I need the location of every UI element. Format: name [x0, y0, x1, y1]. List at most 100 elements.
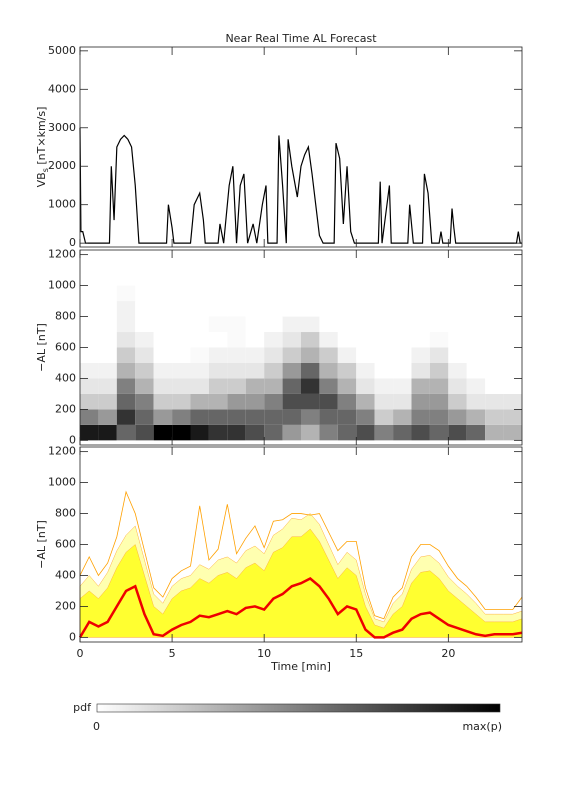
pdf-cell — [301, 301, 320, 317]
pdf-cell — [190, 285, 209, 302]
pdf-cell — [429, 285, 449, 302]
x-tick-label: 10 — [257, 647, 271, 660]
pdf-cell — [80, 332, 99, 348]
pdf-cell — [337, 332, 357, 348]
colorbar-max: max(p) — [462, 720, 502, 733]
pdf-cell — [227, 316, 246, 333]
y-tick-label: 400 — [55, 568, 76, 581]
x-tick-label: 0 — [77, 647, 84, 660]
pdf-cell — [80, 362, 99, 379]
x-tick-label: 15 — [349, 647, 363, 660]
pdf-cell — [98, 285, 117, 302]
pdf-cell — [153, 378, 173, 394]
pdf-cell — [116, 301, 136, 317]
pdf-cell — [356, 378, 375, 394]
pdf-cell — [411, 301, 430, 317]
y-tick-label: 400 — [55, 371, 76, 384]
pdf-cell — [319, 347, 338, 363]
pdf-cell — [227, 424, 246, 441]
pdf-cell — [485, 301, 504, 317]
pdf-cell — [337, 285, 357, 302]
pdf-cell — [448, 409, 467, 425]
pdf-cell — [153, 301, 173, 317]
pdf-cell — [135, 393, 154, 410]
pdf-cell — [356, 393, 375, 410]
pdf-cell — [264, 301, 283, 317]
pdf-cell — [135, 285, 154, 302]
pdf-cell — [116, 285, 136, 302]
pdf-cell — [429, 316, 449, 333]
y-axis-label: −AL [nT] — [35, 520, 48, 569]
pdf-cell — [393, 362, 412, 379]
pdf-cell — [485, 409, 504, 425]
pdf-cell — [485, 332, 504, 348]
y-tick-label: 4000 — [48, 82, 76, 95]
pdf-cell — [98, 424, 117, 441]
pdf-cell — [245, 424, 265, 441]
y-axis-label-part: s — [41, 168, 50, 172]
pdf-cell — [80, 409, 99, 425]
pdf-cell — [282, 409, 301, 425]
pdf-cell — [337, 301, 357, 317]
pdf-cell — [245, 362, 265, 379]
chart-title: Near Real Time AL Forecast — [225, 32, 377, 45]
pdf-cell — [98, 301, 117, 317]
pdf-cell — [245, 409, 265, 425]
colorbar-min: 0 — [93, 720, 100, 733]
pdf-cell — [264, 285, 283, 302]
pdf-cell — [429, 409, 449, 425]
pdf-cell — [429, 347, 449, 363]
pdf-cell — [337, 347, 357, 363]
pdf-cell — [227, 301, 246, 317]
pdf-cell — [319, 378, 338, 394]
y-tick-label: 800 — [55, 310, 76, 323]
pdf-cell — [448, 316, 467, 333]
y-tick-label: 0 — [69, 433, 76, 446]
pdf-cell — [393, 409, 412, 425]
pdf-cell — [374, 393, 394, 410]
series-line — [79, 490, 523, 620]
pdf-cell — [411, 347, 430, 363]
pdf-cell — [466, 424, 486, 441]
y-tick-label: 200 — [55, 599, 76, 612]
pdf-cell — [227, 378, 246, 394]
pdf-cell — [485, 316, 504, 333]
pdf-cell — [503, 362, 522, 379]
y-tick-label: 800 — [55, 507, 76, 520]
pdf-cell — [172, 393, 191, 410]
pdf-cell — [411, 316, 430, 333]
pdf-cell — [116, 362, 136, 379]
pdf-cell — [466, 285, 486, 302]
pdf-cell — [98, 316, 117, 333]
pdf-cell — [264, 316, 283, 333]
pdf-cell — [135, 316, 154, 333]
pdf-cell — [337, 378, 357, 394]
pdf-cell — [153, 332, 173, 348]
y-tick-label: 5000 — [48, 44, 76, 57]
pdf-cell — [448, 378, 467, 394]
pdf-cell — [80, 285, 99, 302]
pdf-cell — [135, 362, 154, 379]
pdf-cell — [135, 378, 154, 394]
pdf-cell — [172, 362, 191, 379]
y-tick-label: 2000 — [48, 159, 76, 172]
pdf-cell — [80, 378, 99, 394]
pdf-cell — [80, 301, 99, 317]
y-tick-label: 3000 — [48, 121, 76, 134]
pdf-cell — [282, 301, 301, 317]
pdf-cell — [172, 409, 191, 425]
pdf-cell — [319, 332, 338, 348]
pdf-cell — [190, 362, 209, 379]
pdf-cell — [208, 409, 228, 425]
y-tick-label: 1000 — [48, 476, 76, 489]
pdf-cell — [282, 393, 301, 410]
pdf-cell — [337, 424, 357, 441]
pdf-cell — [227, 362, 246, 379]
pdf-cell — [411, 285, 430, 302]
pdf-cell — [80, 424, 99, 441]
pdf-cell — [301, 393, 320, 410]
pdf-cell — [393, 332, 412, 348]
pdf-cell — [208, 347, 228, 363]
pdf-cell — [356, 362, 375, 379]
pdf-cell — [98, 393, 117, 410]
